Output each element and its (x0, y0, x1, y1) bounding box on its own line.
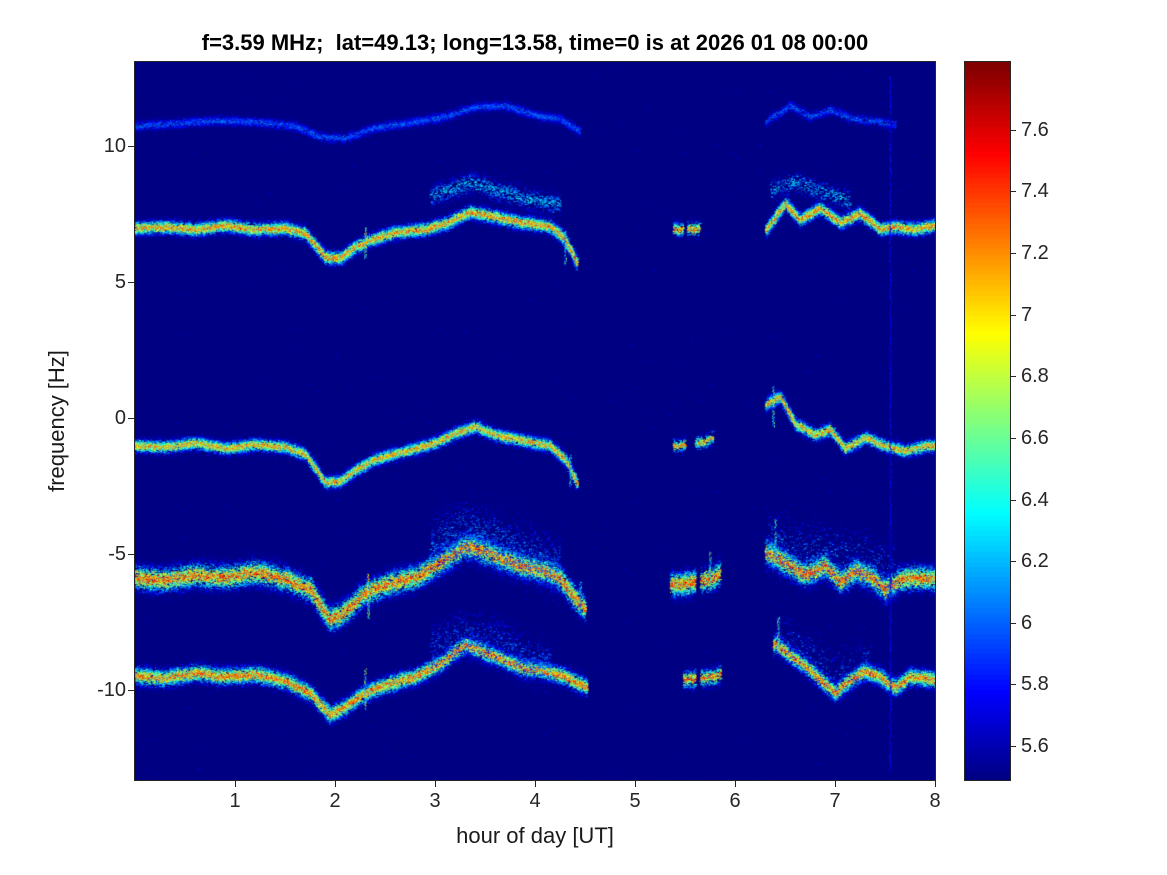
colorbar-tick-mark (1011, 253, 1016, 255)
y-tick-mark (128, 146, 134, 148)
y-tick-mark (128, 418, 134, 420)
colorbar-tick-label: 5.6 (1021, 735, 1049, 758)
colorbar (964, 61, 1011, 781)
y-tick-mark (128, 554, 134, 556)
colorbar-tick-mark (1011, 314, 1016, 316)
colorbar-tick-mark (1011, 437, 1016, 439)
colorbar-tick-label: 7 (1021, 303, 1033, 326)
colorbar-tick-label: 6 (1021, 611, 1033, 634)
colorbar-tick-mark (1011, 622, 1016, 624)
colorbar-tick-label: 7.4 (1021, 180, 1049, 203)
y-tick-mark (128, 690, 134, 692)
x-axis-label: hour of day [UT] (456, 823, 614, 848)
colorbar-tick-mark (1011, 376, 1016, 378)
x-tick-label: 4 (529, 790, 541, 812)
colorbar-tick-mark (1011, 746, 1016, 748)
colorbar-tick-label: 6.2 (1021, 550, 1049, 573)
x-tick-label: 2 (329, 790, 341, 812)
x-tick-mark (735, 781, 736, 787)
colorbar-tick-label: 7.2 (1021, 242, 1049, 265)
x-tick-mark (935, 781, 936, 787)
x-tick-mark (335, 781, 336, 787)
y-tick-label: 0 (114, 407, 126, 430)
y-tick-mark (128, 282, 134, 284)
colorbar-tick-mark (1011, 684, 1016, 686)
y-tick-label: -10 (97, 679, 126, 702)
colorbar-tick-label: 6.4 (1021, 488, 1049, 511)
x-tick-mark (435, 781, 436, 787)
y-tick-label: -5 (108, 543, 126, 566)
x-tick-label: 8 (929, 790, 941, 812)
x-tick-mark (535, 781, 536, 787)
colorbar-tick-mark (1011, 561, 1016, 563)
x-tick-label: 7 (829, 790, 841, 812)
colorbar-tick-label: 6.6 (1021, 426, 1049, 449)
colorbar-tick-mark (1011, 191, 1016, 193)
y-tick-label: 5 (114, 271, 126, 294)
x-tick-mark (235, 781, 236, 787)
x-tick-mark (835, 781, 836, 787)
colorbar-tick-label: 6.8 (1021, 365, 1049, 388)
y-tick-label: 10 (103, 135, 126, 158)
colorbar-tick-label: 5.8 (1021, 673, 1049, 696)
x-tick-label: 3 (429, 790, 441, 812)
colorbar-tick-label: 7.6 (1021, 118, 1049, 141)
colorbar-tick-mark (1011, 129, 1016, 131)
x-tick-mark (635, 781, 636, 787)
colorbar-tick-mark (1011, 499, 1016, 501)
spectrogram-plot (134, 61, 936, 781)
x-tick-label: 6 (729, 790, 741, 812)
x-tick-label: 5 (629, 790, 641, 812)
x-tick-label: 1 (229, 790, 241, 812)
chart-title: f=3.59 MHz; lat=49.13; long=13.58, time=… (201, 30, 869, 55)
